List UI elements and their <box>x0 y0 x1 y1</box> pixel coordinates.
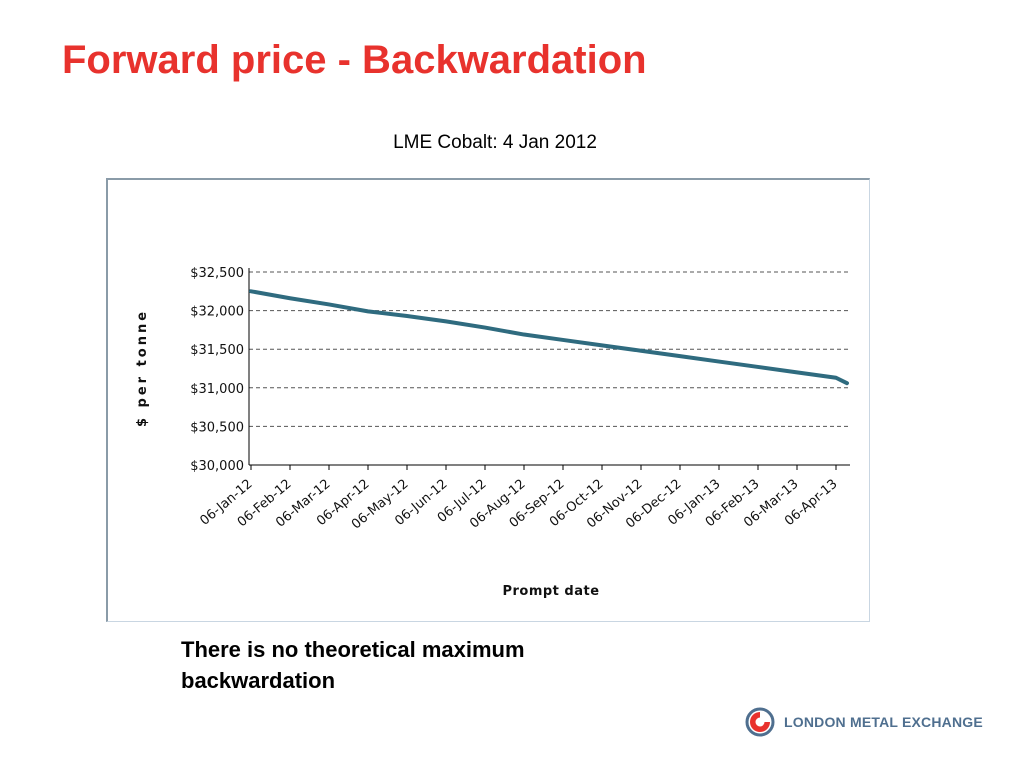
lme-logo-mark-icon <box>745 707 775 737</box>
y-axis-title: $ per tonne <box>135 309 150 427</box>
y-tick-label: $32,500 <box>190 266 244 281</box>
data-point <box>249 289 253 293</box>
note-line-2: backwardation <box>181 668 336 693</box>
series-line <box>249 289 849 386</box>
data-point <box>834 376 838 380</box>
chart-title: LME Cobalt: 4 Jan 2012 <box>393 132 597 153</box>
x-axis-title: Prompt date <box>502 584 599 599</box>
data-point <box>717 360 721 364</box>
data-point <box>561 338 565 342</box>
data-point <box>405 314 409 318</box>
data-point <box>483 326 487 330</box>
note-line-1: There is no theoretical maximum <box>181 637 525 662</box>
y-tick-label: $32,000 <box>190 305 244 320</box>
data-point <box>288 296 292 300</box>
logo-text: LONDON METAL EXCHANGE <box>784 714 983 730</box>
y-tick-label: $30,000 <box>190 459 244 474</box>
data-point <box>795 370 799 374</box>
y-tick-label: $30,500 <box>190 420 244 435</box>
data-point <box>366 309 370 313</box>
note-text: There is no theoretical maximum backward… <box>181 634 525 696</box>
slide-title: Forward price - Backwardation <box>62 38 647 82</box>
y-tick-label: $31,500 <box>190 343 244 358</box>
data-point <box>522 333 526 337</box>
data-point <box>639 349 643 353</box>
data-point <box>327 302 331 306</box>
data-point <box>845 381 849 385</box>
lme-logo: LONDON METAL EXCHANGE <box>744 704 983 740</box>
data-point <box>678 354 682 358</box>
data-point <box>444 319 448 323</box>
line-chart: $30,000 $30,500 $31,000 $31,500 $32,000 $32,5… <box>135 266 850 599</box>
data-point <box>756 365 760 369</box>
data-point <box>600 343 604 347</box>
chart-frame: $30,000 $30,500 $31,000 $31,500 $32,000 $32,5… <box>106 178 870 622</box>
y-tick-label: $31,000 <box>190 382 244 397</box>
